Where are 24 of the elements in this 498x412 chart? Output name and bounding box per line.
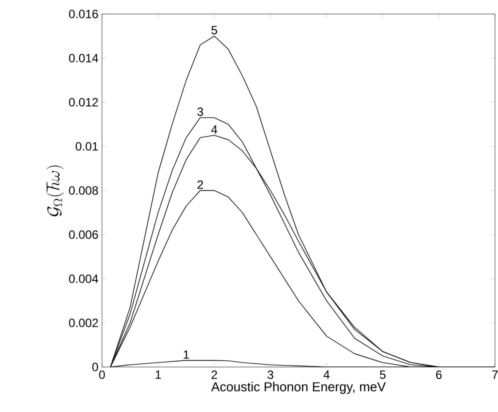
y-tick-label: 0.002	[69, 318, 98, 328]
y-tick-label: 0.004	[69, 274, 98, 283]
y-tick-label: 0.012	[69, 98, 98, 106]
series-label: 4	[211, 125, 218, 134]
x-tick-label: 4	[324, 370, 330, 379]
y-tick-label: 0.008	[69, 186, 98, 195]
x-tick-label: 5	[380, 370, 386, 379]
series-label: 5	[211, 26, 218, 34]
x-axis-title: Acoustic Phonon Energy, meV	[211, 382, 386, 394]
y-tick-label: 0.016	[69, 10, 98, 18]
x-tick-label: 7	[492, 370, 498, 379]
series-label: 1	[184, 350, 189, 359]
y-tick-label: 0	[92, 362, 98, 372]
series-label: 3	[197, 108, 204, 116]
y-tick-label: 0.014	[69, 54, 98, 62]
y-tick-label: 0.006	[69, 230, 98, 239]
series-label: 2	[198, 180, 203, 189]
x-tick-label: 1	[156, 370, 161, 379]
x-tick-label: 2	[212, 370, 218, 379]
x-tick-label: 6	[436, 370, 442, 379]
x-tick-label: 3	[268, 370, 274, 379]
y-tick-label: 0.01	[76, 142, 98, 151]
x-tick-label: 0	[99, 370, 105, 379]
y-axis-title: $\mathcal{G}_{\Omega}(\hbar\omega)$	[46, 166, 64, 216]
